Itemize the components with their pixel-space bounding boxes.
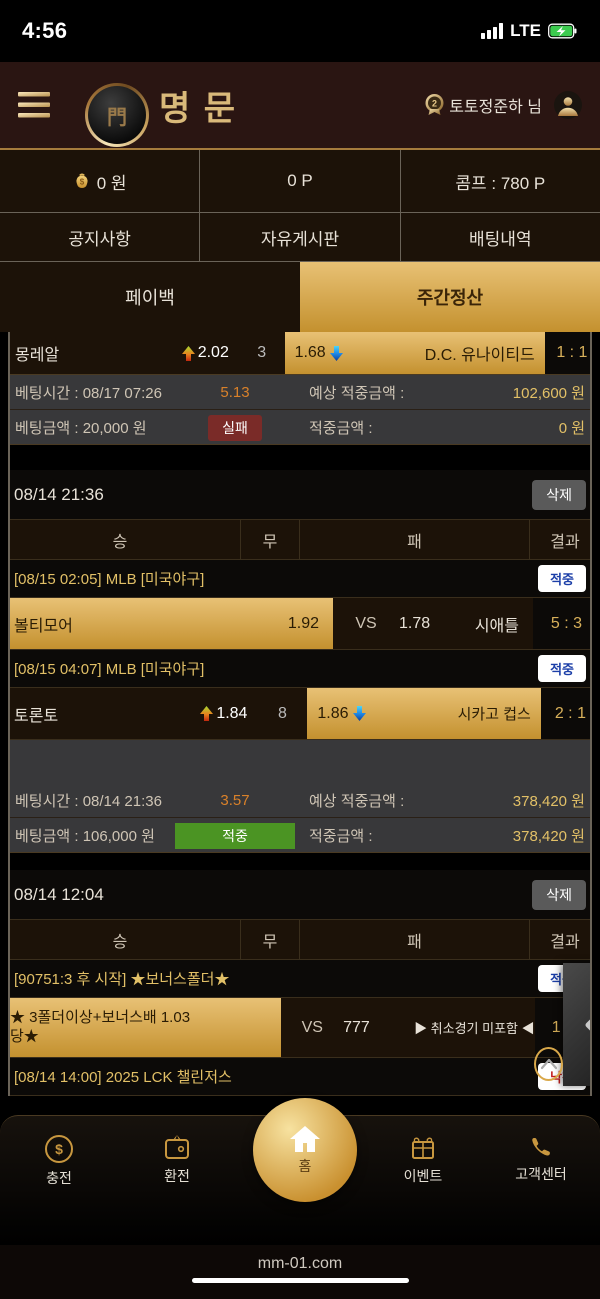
svg-text:$: $	[55, 1141, 63, 1157]
svg-text:2: 2	[432, 99, 437, 109]
svg-text:$: $	[80, 178, 85, 187]
